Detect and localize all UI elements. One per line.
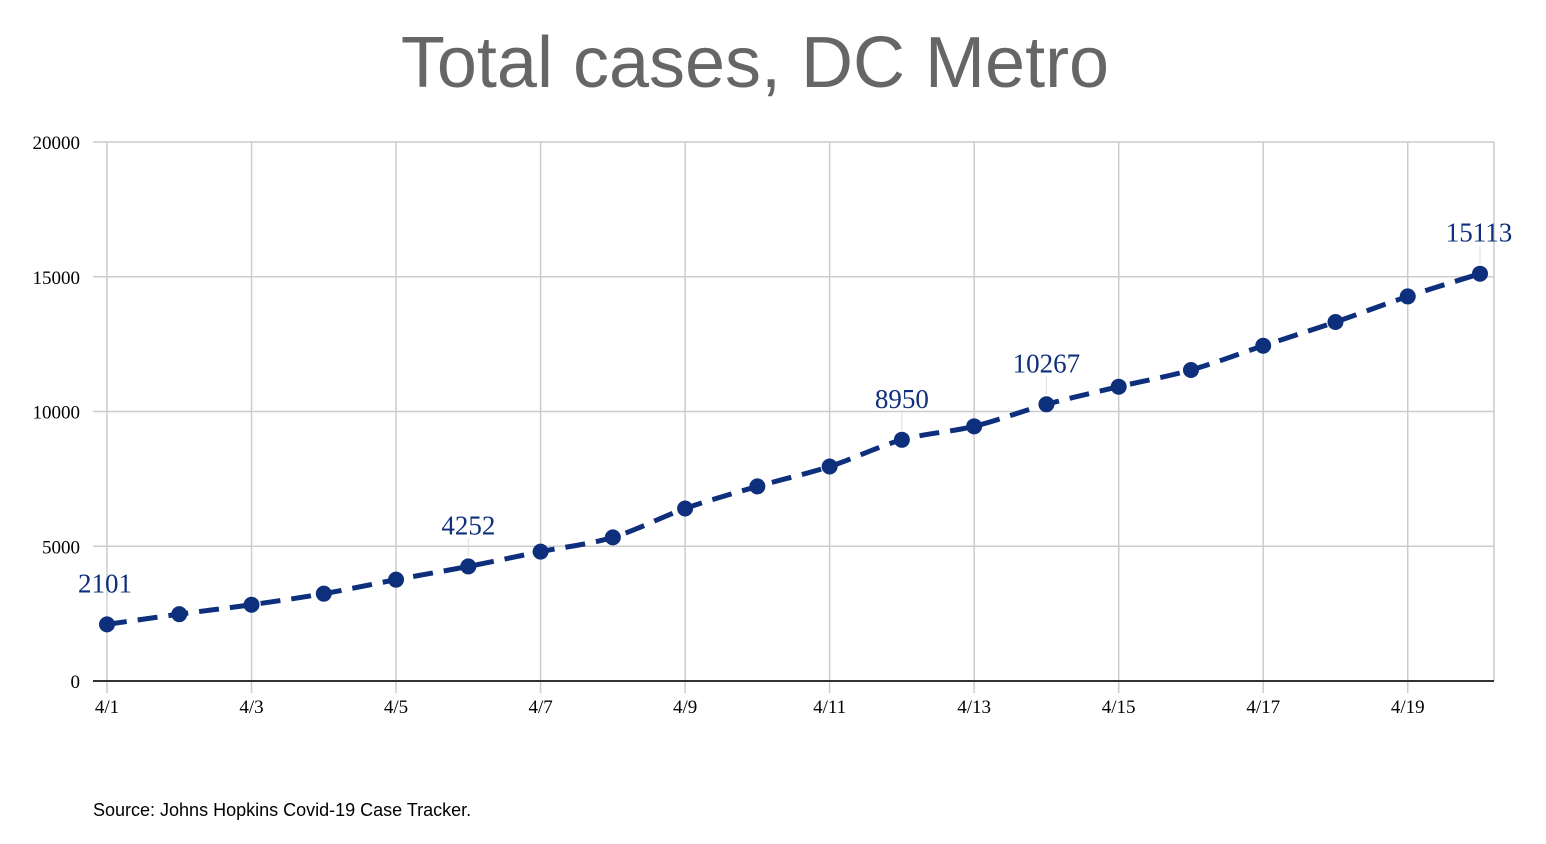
data-point [1255, 337, 1272, 354]
x-tick-label: 4/15 [1102, 697, 1136, 718]
data-point [677, 500, 694, 517]
data-point [460, 558, 477, 575]
data-labels: 2101 4252 8950 10267 15113 [78, 218, 1512, 599]
x-tick-label: 4/7 [528, 697, 552, 718]
data-point [893, 431, 910, 448]
data-point [1472, 265, 1488, 282]
data-label: 4252 [441, 510, 495, 540]
data-label: 2101 [78, 568, 132, 598]
data-point [315, 585, 332, 602]
y-tick-label: 10000 [33, 403, 81, 424]
data-label-leaders [106, 245, 1481, 615]
data-points [99, 265, 1488, 633]
data-point [1399, 288, 1416, 305]
x-tick-label: 4/17 [1246, 697, 1280, 718]
data-point [821, 458, 838, 475]
y-tick-label: 15000 [33, 268, 81, 289]
data-point [1110, 378, 1127, 395]
data-point [532, 543, 549, 560]
y-tick-labels: 0 5000 10000 15000 20000 [33, 133, 81, 693]
data-label: 15113 [1446, 218, 1513, 248]
y-tick-label: 0 [71, 672, 81, 693]
x-tick-labels: 4/1 4/3 4/5 4/7 4/9 4/11 4/13 4/15 4/17 4/19 [95, 697, 1425, 718]
y-tick-label: 20000 [33, 133, 81, 154]
data-label: 8950 [875, 384, 929, 414]
data-label: 10267 [1013, 348, 1081, 378]
source-note: Source: Johns Hopkins Covid-19 Case Trac… [93, 800, 472, 820]
x-tick-label: 4/5 [384, 697, 408, 718]
data-point [749, 478, 766, 495]
data-point [1182, 361, 1199, 378]
grid-lines [93, 141, 1495, 693]
x-tick-label: 4/9 [673, 697, 697, 718]
chart-title: Total cases, DC Metro [400, 23, 1110, 103]
data-point [604, 529, 621, 546]
data-point [243, 596, 260, 613]
x-tick-label: 4/1 [95, 697, 119, 718]
series-line [106, 271, 1481, 627]
data-point [1327, 314, 1344, 331]
data-point [1038, 396, 1055, 413]
data-point [171, 606, 188, 623]
x-tick-label: 4/13 [957, 697, 991, 718]
x-tick-label: 4/11 [813, 697, 846, 718]
data-point [388, 571, 405, 588]
series-path [106, 271, 1481, 627]
data-point [966, 418, 983, 435]
x-tick-label: 4/3 [239, 697, 263, 718]
x-tick-label: 4/19 [1391, 697, 1425, 718]
data-point [99, 616, 115, 633]
y-tick-label: 5000 [42, 537, 80, 558]
